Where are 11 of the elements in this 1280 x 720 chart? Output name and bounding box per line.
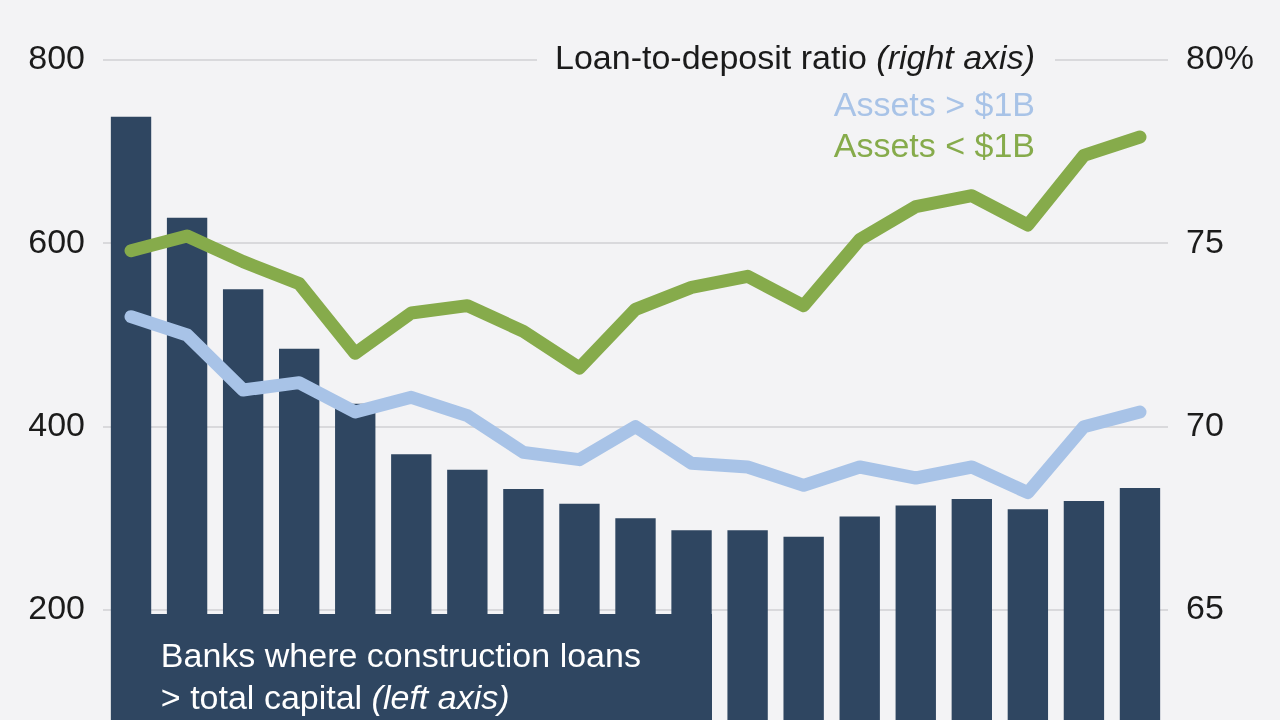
series-label: Assets < $1B bbox=[833, 126, 1035, 165]
y2-tick-label: 65 bbox=[1186, 588, 1224, 627]
y-tick-label: 600 bbox=[28, 221, 85, 260]
legend-title: Loan-to-deposit ratio (right axis) bbox=[555, 38, 1036, 77]
y-tick-label: 800 bbox=[28, 38, 85, 77]
y2-tick-label: 80% bbox=[1186, 38, 1255, 77]
y2-tick-label: 70 bbox=[1186, 405, 1224, 444]
text: Assets > $1B bbox=[833, 85, 1035, 124]
y2-tick-label: 75 bbox=[1186, 221, 1224, 260]
y-tick-label: 400 bbox=[28, 405, 85, 444]
y-tick-label: 200 bbox=[28, 588, 85, 627]
